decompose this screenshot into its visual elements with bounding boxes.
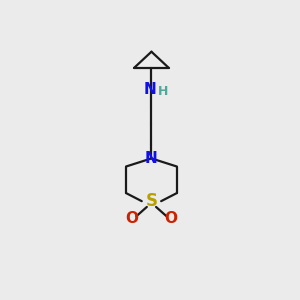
Text: H: H — [158, 85, 169, 98]
Text: O: O — [125, 211, 138, 226]
Text: N: N — [145, 151, 158, 166]
Text: N: N — [144, 82, 157, 97]
Text: S: S — [146, 192, 158, 210]
Text: O: O — [165, 211, 178, 226]
